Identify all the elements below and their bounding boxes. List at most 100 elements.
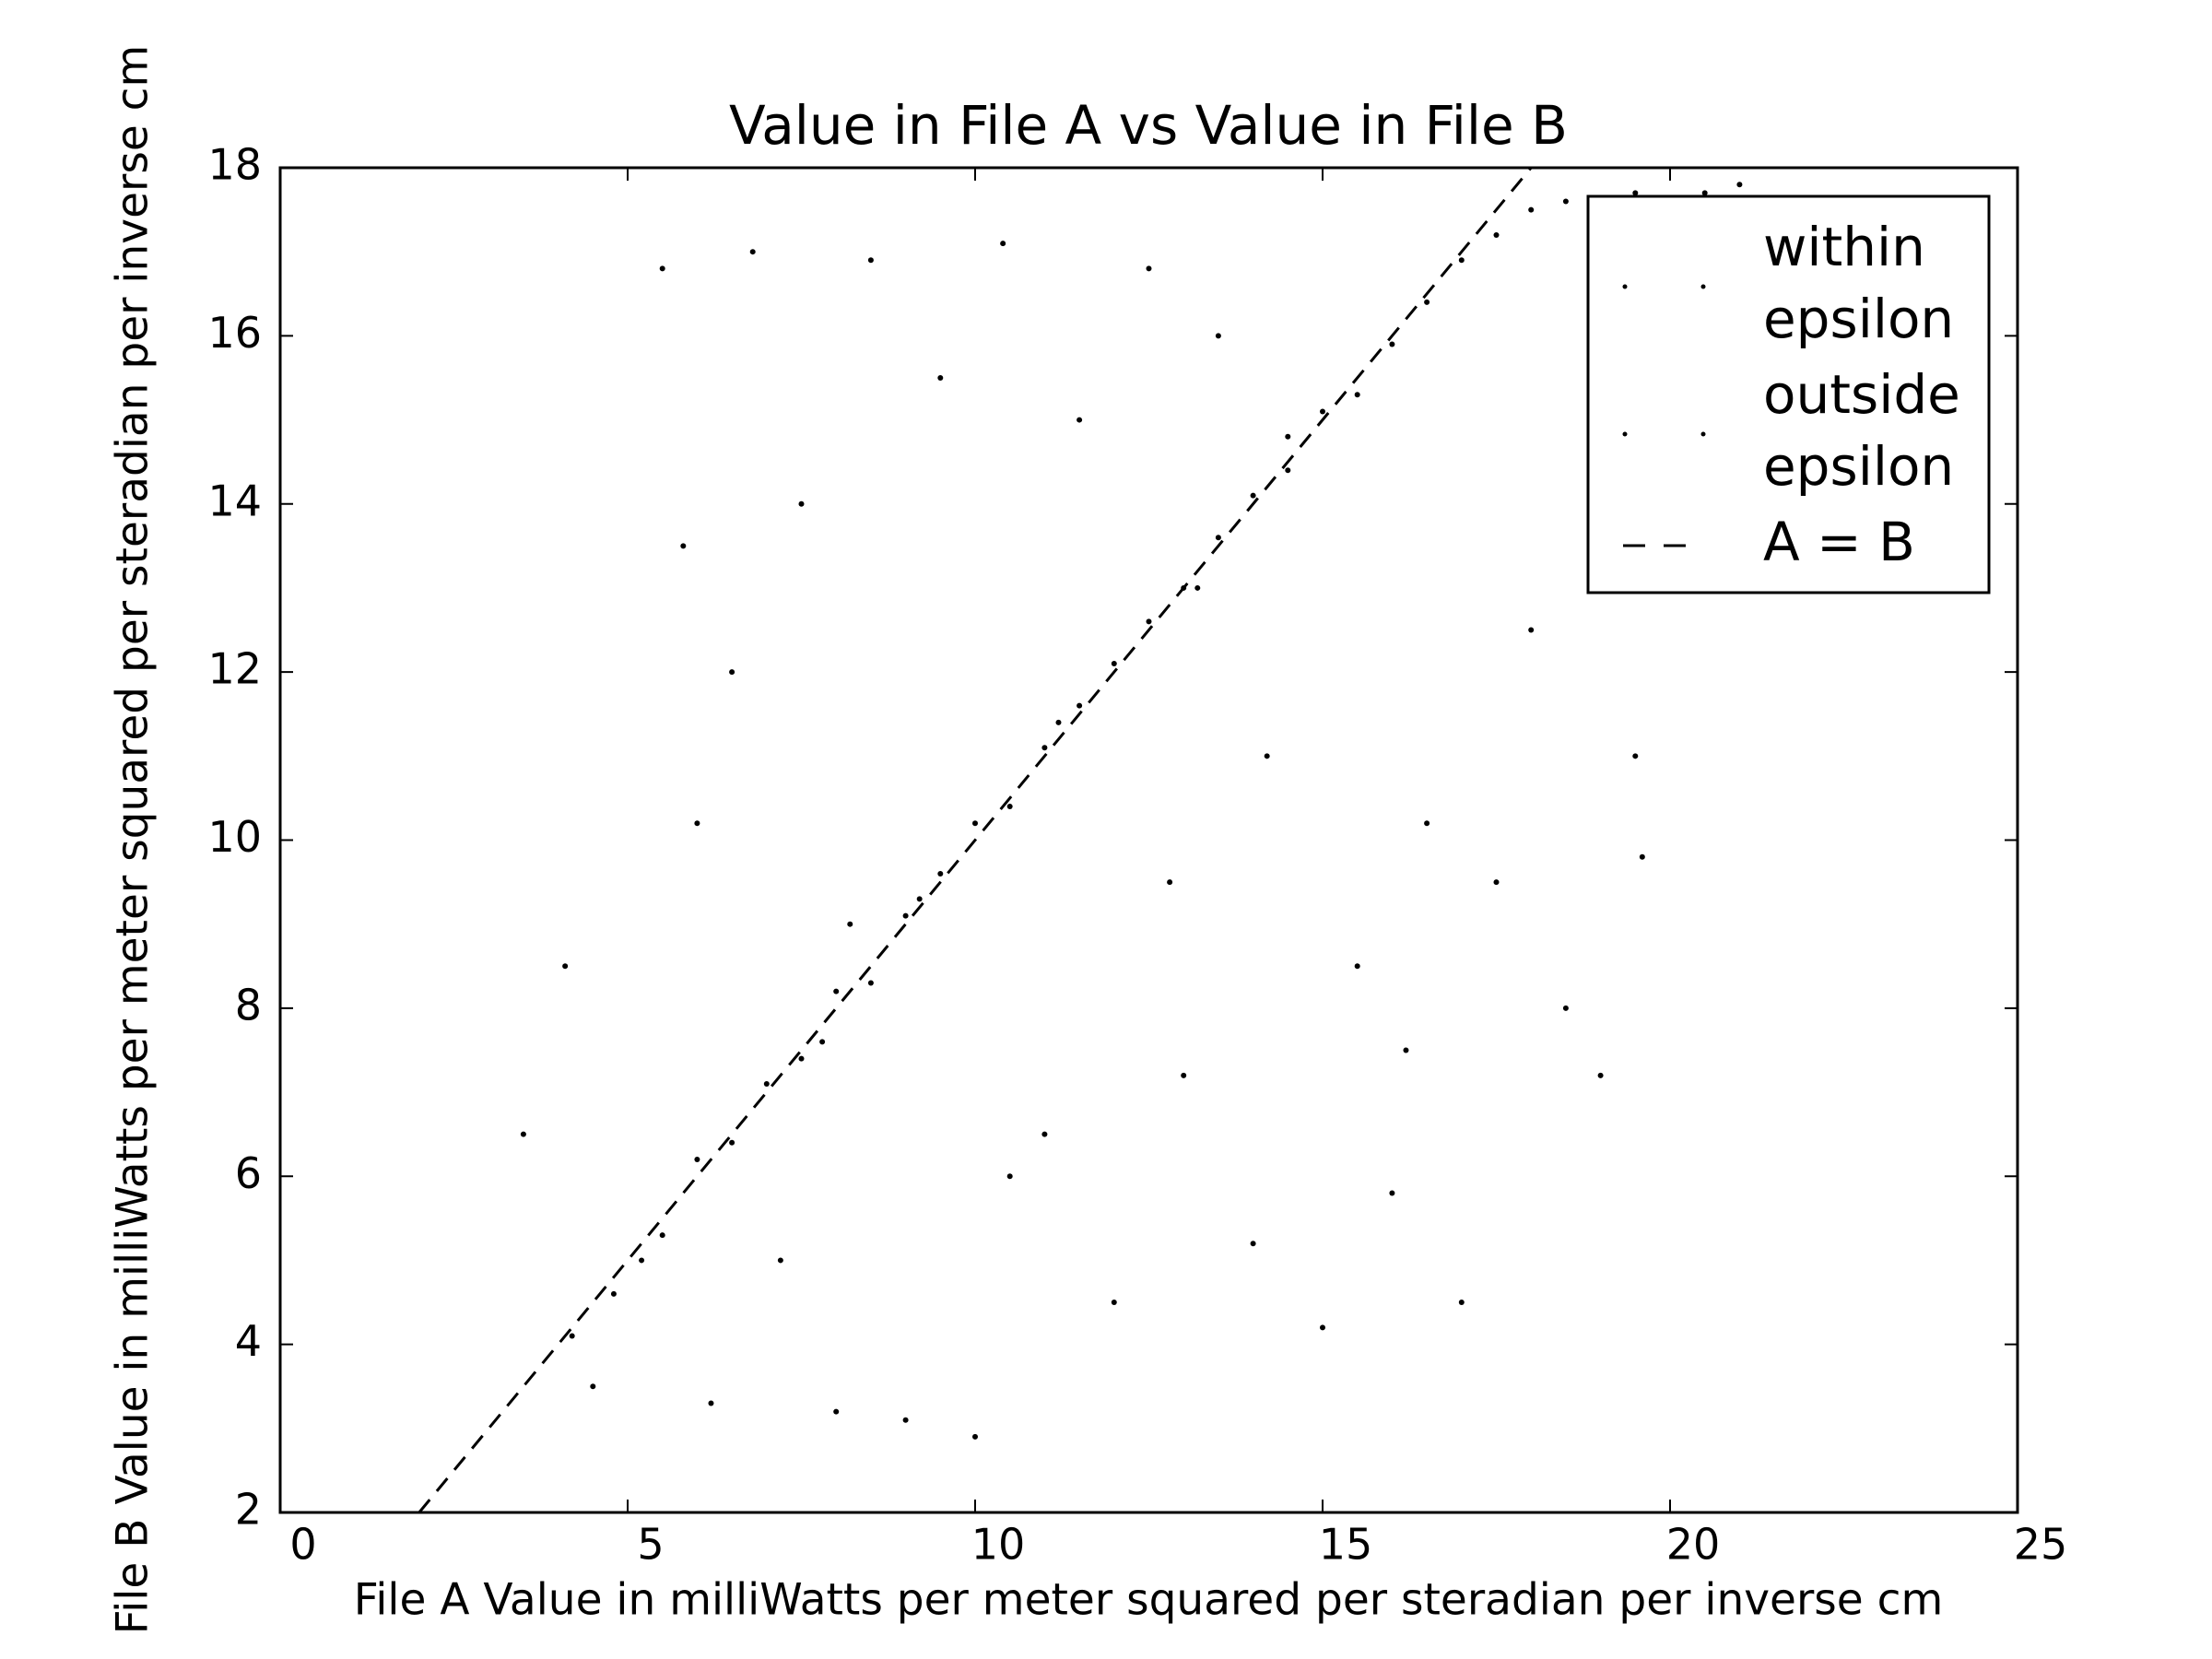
scatter-point — [639, 1257, 645, 1264]
x-axis-label: File A Value in milliWatts per meter squ… — [354, 1575, 1944, 1626]
scatter-point — [1215, 333, 1221, 339]
scatter-point — [520, 1131, 526, 1137]
legend-label: A = B — [1763, 511, 1915, 573]
scatter-point — [1597, 1072, 1604, 1078]
scatter-point — [902, 912, 909, 919]
scatter-point — [610, 1290, 617, 1297]
scatter-point — [833, 988, 840, 994]
scatter-point — [798, 500, 805, 507]
scatter-point — [1006, 804, 1013, 810]
scatter-point — [1041, 1131, 1048, 1137]
scatter-point — [1077, 702, 1083, 709]
legend-marker — [1700, 284, 1706, 289]
scatter-point — [1354, 963, 1360, 970]
scatter-point — [1403, 1047, 1409, 1053]
x-tick-label: 10 — [971, 1520, 1026, 1570]
scatter-point — [1194, 584, 1201, 591]
x-tick-label: 5 — [637, 1520, 664, 1570]
scatter-point — [867, 257, 874, 264]
scatter-point — [1250, 1241, 1256, 1247]
scatter-point — [749, 249, 756, 255]
scatter-point — [1250, 492, 1256, 499]
scatter-point — [1146, 265, 1152, 272]
scatter-point — [937, 870, 944, 877]
scatter-point — [1181, 1072, 1187, 1078]
scatter-point — [694, 1157, 700, 1163]
legend-marker — [1700, 431, 1706, 437]
scatter-point — [972, 1433, 978, 1440]
scatter-point — [1055, 719, 1062, 725]
y-tick-label: 2 — [235, 1485, 262, 1535]
scatter-point — [1562, 198, 1569, 205]
scatter-point — [1458, 257, 1465, 264]
scatter-point — [847, 921, 853, 927]
scatter-point — [1354, 392, 1360, 398]
scatter-point — [729, 1139, 735, 1146]
scatter-point — [1528, 206, 1535, 213]
reference-line — [418, 168, 1533, 1512]
scatter-point — [1701, 190, 1708, 196]
scatter-point — [1041, 745, 1048, 751]
scatter-point — [798, 1055, 805, 1062]
scatter-point — [1111, 1300, 1117, 1306]
scatter-point — [819, 1039, 826, 1045]
scatter-point — [659, 265, 665, 272]
scatter-point — [972, 820, 978, 827]
y-tick-label: 14 — [207, 476, 262, 525]
legend-marker — [1622, 284, 1628, 289]
scatter-point — [1458, 1300, 1465, 1306]
y-tick-label: 6 — [235, 1148, 262, 1198]
scatter-point — [1528, 627, 1535, 633]
scatter-point — [777, 1257, 783, 1264]
scatter-point — [1424, 820, 1430, 827]
legend-box — [1586, 194, 1991, 594]
scatter-point — [729, 669, 735, 676]
scatter-point — [833, 1408, 840, 1415]
x-tick-label: 15 — [1319, 1520, 1373, 1570]
scatter-point — [867, 980, 874, 986]
scatter-point — [680, 543, 687, 549]
x-tick-label: 20 — [1666, 1520, 1721, 1570]
scatter-point — [1736, 182, 1743, 188]
y-axis-label: File B Value in milliWatts per meter squ… — [108, 45, 159, 1635]
scatter-point — [763, 1080, 770, 1087]
scatter-point — [659, 1232, 665, 1239]
scatter-point — [1000, 241, 1006, 247]
legend-marker — [1622, 431, 1628, 437]
scatter-point — [1320, 408, 1325, 415]
y-tick-label: 4 — [235, 1316, 262, 1366]
scatter-point — [1639, 853, 1645, 860]
scatter-point — [1006, 1173, 1013, 1180]
y-tick-label: 8 — [235, 980, 262, 1030]
y-tick-label: 10 — [207, 812, 262, 862]
scatter-point — [1389, 341, 1395, 347]
scatter-point — [1285, 467, 1291, 474]
scatter-point — [902, 1417, 909, 1423]
y-tick-label: 12 — [207, 644, 262, 694]
x-tick-label: 25 — [2014, 1520, 2068, 1570]
y-tick-label: 16 — [207, 308, 262, 358]
scatter-point — [1077, 417, 1083, 423]
scatter-point — [1632, 753, 1639, 759]
scatter-point — [569, 1333, 575, 1339]
scatter-point — [1320, 1324, 1325, 1331]
x-tick-label: 0 — [289, 1520, 316, 1570]
scatter-point — [1424, 299, 1430, 305]
chart-title: Value in File A vs Value in File B — [729, 94, 1568, 157]
y-tick-label: 18 — [207, 140, 262, 190]
scatter-point — [590, 1383, 596, 1390]
plot-area — [418, 168, 1743, 1512]
scatter-point — [1285, 433, 1291, 440]
scatter-point — [708, 1400, 714, 1406]
scatter-point — [916, 896, 923, 902]
scatter-point — [1493, 879, 1500, 886]
scatter-point — [562, 963, 569, 970]
scatter-point — [1562, 1005, 1569, 1011]
scatter-point — [1111, 661, 1117, 667]
legend-label: outside epsilon — [1763, 363, 1960, 498]
scatter-point — [1264, 753, 1270, 759]
scatter-point — [1493, 231, 1500, 238]
scatter-point — [1215, 535, 1221, 541]
